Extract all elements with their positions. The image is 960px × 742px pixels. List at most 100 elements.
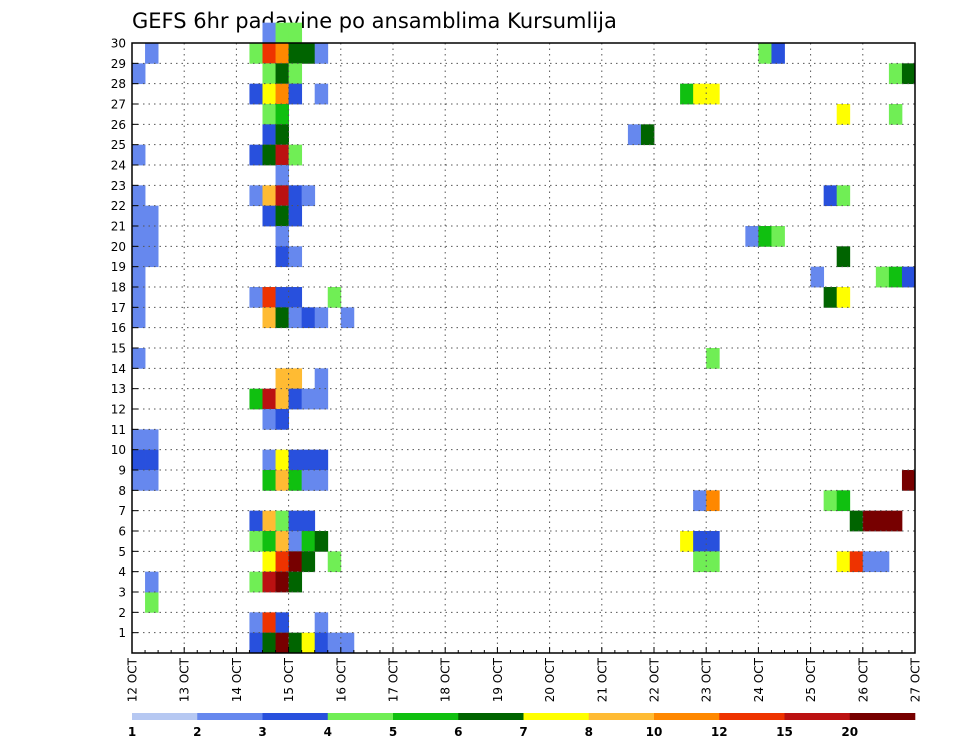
heatmap-cell — [693, 83, 707, 105]
heatmap-cell — [275, 632, 289, 654]
y-tick-label: 29 — [111, 57, 126, 71]
heatmap-cell — [288, 205, 303, 227]
x-tick-label: 13 OCT — [178, 657, 192, 702]
heatmap-cell — [288, 571, 303, 593]
heatmap-cell — [288, 63, 303, 85]
heatmap-cell — [288, 246, 303, 268]
x-tick-label: 19 OCT — [491, 657, 505, 702]
x-tick-label: 12 OCT — [126, 657, 140, 702]
heatmap-cell — [262, 185, 276, 207]
heatmap-cell — [275, 368, 289, 390]
heatmap-cell — [262, 470, 276, 491]
heatmap-cell — [693, 490, 707, 512]
heatmap-cell — [145, 571, 159, 593]
colorbar-label: 8 — [585, 725, 593, 739]
heatmap-cell — [132, 63, 146, 85]
heatmap-cell — [836, 287, 851, 308]
heatmap-cell — [680, 83, 694, 105]
y-tick-label: 20 — [111, 240, 126, 254]
y-tick-label: 24 — [111, 159, 126, 173]
heatmap-cell — [301, 307, 316, 329]
colorbar-segment — [327, 713, 394, 720]
x-tick-label: 20 OCT — [543, 657, 557, 702]
heatmap-cell — [327, 287, 342, 308]
heatmap-cell — [249, 531, 263, 552]
heatmap-cell — [275, 22, 289, 44]
heatmap-cell — [262, 83, 276, 105]
heatmap-cell — [275, 63, 289, 85]
heatmap-cell — [745, 226, 759, 247]
heatmap-cell — [901, 266, 916, 288]
heatmap-cell — [340, 632, 355, 654]
heatmap-cell — [275, 612, 289, 634]
y-tick-label: 21 — [111, 220, 126, 234]
heatmap-cell — [823, 287, 838, 308]
colorbar-segment — [393, 713, 459, 720]
heatmap-cell — [275, 510, 289, 532]
heatmap-cell — [301, 43, 316, 64]
heatmap-cell — [145, 205, 159, 227]
heatmap-cell — [275, 185, 289, 207]
heatmap-cell — [275, 205, 289, 227]
heatmap-cell — [288, 368, 303, 390]
heatmap-cell — [275, 571, 289, 593]
heatmap-cell — [875, 266, 890, 288]
x-tick-label: 17 OCT — [387, 657, 401, 702]
heatmap-cell — [262, 205, 276, 227]
y-tick-label: 7 — [118, 504, 126, 518]
heatmap-cell — [301, 632, 316, 654]
y-tick-label: 15 — [111, 342, 126, 356]
heatmap-cell — [262, 307, 276, 329]
heatmap-cell — [275, 470, 289, 491]
heatmap-cell — [249, 144, 263, 166]
heatmap-cell — [706, 490, 720, 512]
heatmap-cell — [275, 43, 289, 64]
heatmap-cell — [849, 510, 864, 532]
heatmap-cell — [275, 388, 289, 410]
heatmap-cell — [301, 388, 316, 410]
heatmap-cell — [771, 43, 785, 64]
heatmap-cell — [706, 83, 720, 105]
y-tick-label: 28 — [111, 77, 126, 91]
y-tick-label: 26 — [111, 118, 126, 132]
colorbar-segment — [262, 713, 329, 720]
heatmap-cell — [249, 83, 263, 105]
x-tick-label: 16 OCT — [334, 657, 348, 702]
heatmap-cell — [249, 388, 263, 410]
colorbar-segment — [849, 713, 916, 720]
heatmap-cell — [262, 551, 276, 573]
y-tick-label: 14 — [111, 362, 126, 376]
colorbar-label: 15 — [776, 725, 793, 739]
heatmap-cell — [836, 246, 851, 268]
y-tick-label: 9 — [118, 464, 126, 478]
colorbar-segment — [784, 713, 851, 720]
colorbar-label: 10 — [646, 725, 663, 739]
heatmap-cell — [275, 83, 289, 105]
heatmap-cell — [836, 104, 851, 125]
heatmap-cell — [327, 632, 342, 654]
x-tick-label: 25 OCT — [804, 657, 818, 702]
heatmap-cell — [706, 531, 720, 552]
heatmap-cell — [706, 348, 720, 369]
heatmap-cell — [288, 388, 303, 410]
heatmap-cell — [132, 246, 146, 268]
heatmap-cell — [132, 470, 146, 491]
heatmap-cell — [771, 226, 785, 247]
colorbar-label: 2 — [193, 725, 201, 739]
heatmap-cell — [288, 185, 303, 207]
heatmap-cell — [314, 307, 329, 329]
heatmap-cell — [262, 104, 276, 125]
heatmap-cell — [901, 63, 916, 85]
heatmap-cell — [132, 226, 146, 247]
heatmap-cell — [301, 510, 316, 532]
heatmap-cell — [275, 551, 289, 573]
heatmap-cell — [145, 470, 159, 491]
heatmap-cell — [849, 551, 864, 573]
heatmap-cell — [275, 531, 289, 552]
y-tick-label: 22 — [111, 199, 126, 213]
heatmap-cell — [836, 490, 851, 512]
heatmap-cell — [262, 571, 276, 593]
heatmap-cell — [145, 43, 159, 64]
chart-title: GEFS 6hr padavine po ansamblima Kursumli… — [132, 9, 617, 33]
heatmap-cell — [132, 287, 146, 308]
